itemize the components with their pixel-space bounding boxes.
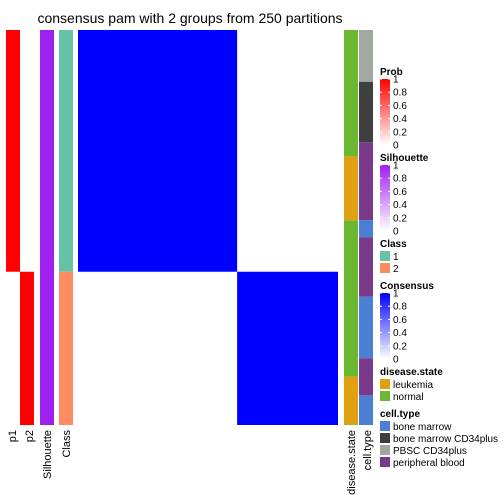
label-cell-type: cell.type [362, 430, 374, 470]
legend-title-silhouette: Silhouette [380, 153, 429, 164]
legend-title-disease-state: disease.state [380, 367, 443, 378]
label-silhouette: Silhouette [42, 430, 54, 479]
legend-tick-label: 1 [393, 161, 399, 172]
legend-tick-label: 0 [393, 355, 399, 366]
legend-tick-label: 1 [393, 289, 399, 300]
p2-bar-segment-1 [20, 271, 34, 425]
p1-bar-segment-1 [6, 30, 20, 272]
label-p1: p1 [7, 430, 19, 442]
consensus-heatmap [78, 30, 338, 425]
legend-swatch-class-1 [380, 251, 390, 261]
cell-type-segment-5 [359, 237, 373, 297]
silhouette-bar-segment-1 [40, 30, 54, 425]
cell-type-segment-8 [359, 395, 373, 425]
legend-item-label: leukemia [393, 380, 433, 391]
disease-state-segment-4 [344, 376, 358, 425]
legend-item-label: 1 [393, 252, 399, 263]
legend-swatch-cell-type-4 [380, 457, 390, 467]
legend-title-cell-type: cell.type [380, 409, 420, 420]
legend-swatch-cell-type-3 [380, 445, 390, 455]
label-disease-state: disease.state [346, 430, 358, 495]
cell-type-segment-1 [359, 30, 373, 82]
consensus-block-2 [237, 271, 338, 425]
legend-tick-label: 0.8 [393, 174, 407, 185]
disease-state-segment-3 [344, 220, 358, 377]
legend-item-label: PBSC CD34plus [393, 446, 467, 457]
legend-panel: Prob10.80.60.40.20Silhouette10.80.60.40.… [380, 67, 498, 469]
legend-swatch-disease-state-2 [380, 391, 390, 401]
disease-state-segment-1 [344, 30, 358, 157]
legend-tick-label: 0 [393, 141, 399, 152]
chart-title: consensus pam with 2 groups from 250 par… [37, 10, 342, 26]
legend-swatch-cell-type-1 [380, 421, 390, 431]
legend-tick-label: 0.2 [393, 213, 407, 224]
disease-state-segment-5 [344, 424, 358, 425]
legend-title-prob: Prob [380, 67, 403, 78]
label-class: Class [61, 430, 73, 458]
legend-tick-label: 0.4 [393, 328, 407, 339]
legend-swatch-class-2 [380, 263, 390, 273]
legend-item-label: normal [393, 392, 424, 403]
legend-tick-label: 1 [393, 75, 399, 86]
class-bar-segment-2 [59, 271, 73, 425]
cell-type-segment-7 [359, 358, 373, 396]
cell-type-segment-2 [359, 81, 373, 143]
legend-item-label: bone marrow [393, 422, 452, 433]
legend-tick-label: 0.8 [393, 302, 407, 313]
legend-tick-label: 0.4 [393, 200, 407, 211]
legend-item-label: 2 [393, 264, 399, 275]
row-annotation-bars [6, 30, 73, 425]
legend-gradient-prob [380, 79, 390, 145]
legend-title-class: Class [380, 239, 407, 250]
cell-type-segment-6 [359, 296, 373, 359]
column-annotation-bars [344, 30, 373, 425]
legend-tick-label: 0.4 [393, 114, 407, 125]
cell-type-segment-4 [359, 220, 373, 238]
legend-gradient-silhouette [380, 165, 390, 231]
disease-state-segment-2 [344, 156, 358, 221]
legend-item-label: peripheral blood [393, 458, 465, 469]
legend-item-label: bone marrow CD34plus [393, 434, 498, 445]
legend-swatch-disease-state-1 [380, 379, 390, 389]
legend-tick-label: 0.6 [393, 187, 407, 198]
legend-tick-label: 0.8 [393, 88, 407, 99]
class-bar-segment-1 [59, 30, 73, 272]
cell-type-segment-3 [359, 142, 373, 221]
legend-tick-label: 0 [393, 227, 399, 238]
annotation-labels: p1 p2 Silhouette Class disease.state cell.typ… [7, 430, 374, 495]
legend-tick-label: 0.2 [393, 127, 407, 138]
legend-gradient-consensus [380, 293, 390, 359]
legend-title-consensus: Consensus [380, 281, 434, 292]
consensus-block-1 [78, 30, 238, 272]
legend-tick-label: 0.2 [393, 341, 407, 352]
legend-tick-label: 0.6 [393, 101, 407, 112]
label-p2: p2 [24, 430, 36, 442]
legend-tick-label: 0.6 [393, 315, 407, 326]
legend-swatch-cell-type-2 [380, 433, 390, 443]
